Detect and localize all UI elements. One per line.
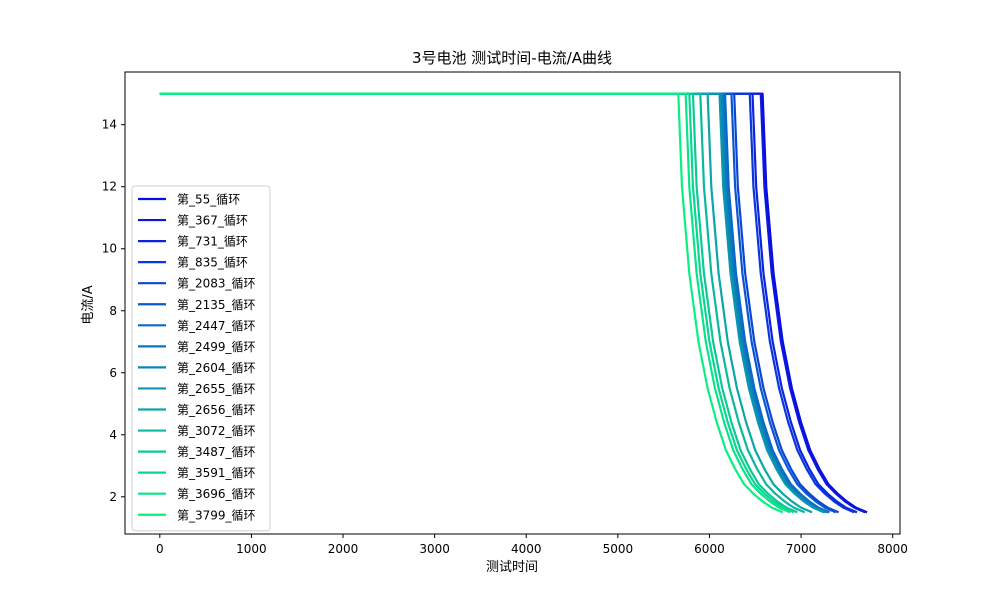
legend-label: 第_55_循环 (177, 193, 240, 207)
legend-label: 第_2447_循环 (177, 319, 256, 333)
axes-frame (124, 71, 901, 535)
series-line-1 (159, 92, 866, 514)
legend-label: 第_3487_循环 (177, 445, 256, 459)
y-tick-label: 4 (109, 428, 117, 442)
legend-label: 第_367_循环 (177, 214, 248, 228)
y-tick-label: 2 (109, 490, 117, 504)
legend-label: 第_3696_循环 (177, 487, 256, 501)
series-line-13 (159, 92, 795, 514)
series-line-0 (159, 92, 868, 514)
series-layer (159, 92, 868, 514)
legend-label: 第_3072_循环 (177, 424, 256, 438)
series-line-5 (159, 92, 837, 514)
series-line-3 (159, 92, 855, 514)
axes-layer: 0 1000 2000 3000 4000 5000 6000 7000 8000 2 4 6 8 10 1… (102, 71, 908, 556)
x-tick-label: 3000 (419, 542, 450, 556)
legend-label: 第_2083_循环 (177, 277, 256, 291)
y-axis-label: 电流/A (81, 285, 96, 324)
y-tick-label: 14 (102, 118, 117, 132)
legend: 第_55_循环第_367_循环第_731_循环第_835_循环第_2083_循环… (131, 185, 271, 532)
x-tick-label: 1000 (236, 542, 267, 556)
series-line-11 (159, 92, 806, 514)
x-axis-label: 测试时间 (486, 560, 538, 575)
series-line-12 (159, 92, 798, 514)
legend-box (131, 185, 271, 532)
legend-label: 第_2655_循环 (177, 382, 256, 396)
series-line-9 (159, 92, 825, 514)
x-tick-label: 4000 (511, 542, 542, 556)
series-line-4 (159, 92, 840, 514)
series-line-10 (159, 92, 813, 514)
series-line-2 (159, 92, 858, 514)
legend-label: 第_2135_循环 (177, 298, 256, 312)
x-tick-label: 6000 (694, 542, 725, 556)
series-line-8 (159, 92, 827, 514)
x-tick-label: 0 (156, 542, 164, 556)
legend-label: 第_3591_循环 (177, 466, 256, 480)
legend-label: 第_2604_循环 (177, 361, 256, 375)
series-line-7 (159, 92, 829, 514)
x-tick-label: 2000 (328, 542, 359, 556)
legend-label: 第_2656_循环 (177, 403, 256, 417)
x-tick-label: 8000 (877, 542, 908, 556)
legend-label: 第_2499_循环 (177, 340, 256, 354)
legend-label: 第_731_循环 (177, 235, 248, 249)
y-tick-label: 12 (102, 180, 117, 194)
y-tick-label: 8 (109, 304, 117, 318)
y-tick-label: 6 (109, 366, 117, 380)
y-tick-label: 10 (102, 242, 117, 256)
x-tick-label: 5000 (603, 542, 634, 556)
chart-title: 3号电池 测试时间-电流/A曲线 (412, 49, 612, 67)
series-line-14 (159, 92, 791, 514)
legend-label: 第_835_循环 (177, 256, 248, 270)
series-line-6 (159, 92, 830, 514)
legend-label: 第_3799_循环 (177, 508, 256, 522)
x-tick-label: 7000 (786, 542, 817, 556)
series-line-15 (159, 92, 784, 514)
